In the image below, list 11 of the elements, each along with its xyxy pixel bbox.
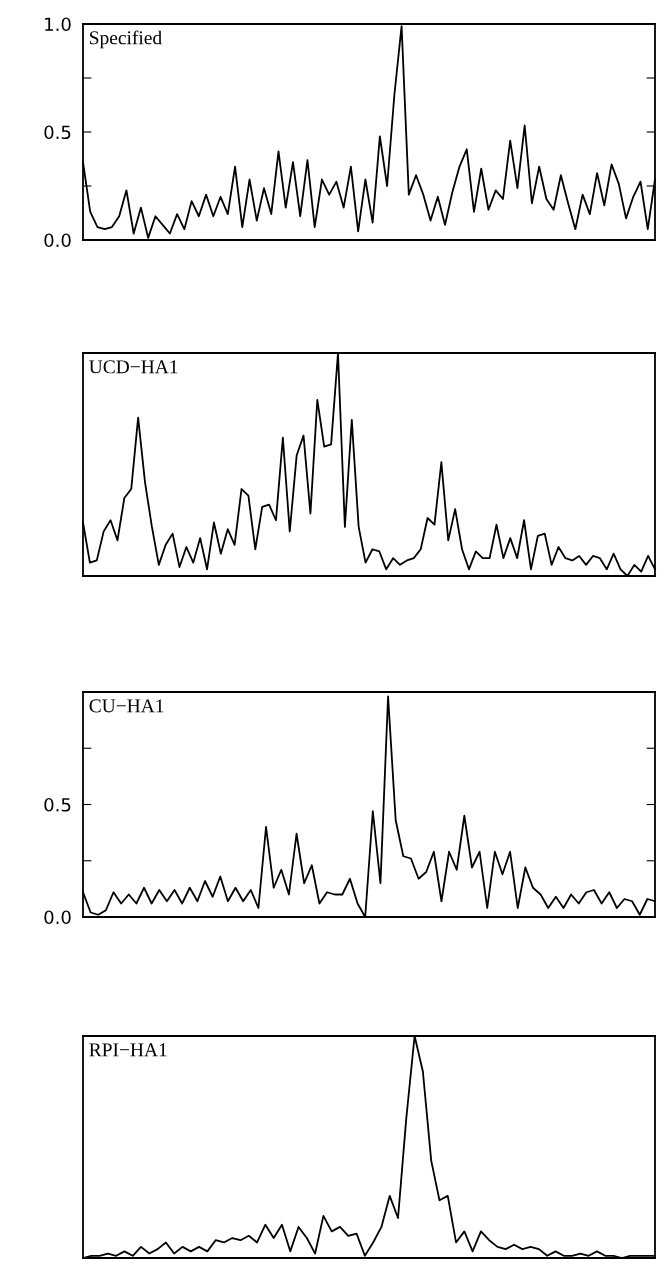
y-tick-label: 0.5 [44,797,71,812]
line-series [82,695,656,918]
annotation: CU−HA1 [89,699,164,713]
y-tick-label: 0.0 [44,233,71,248]
y-tick-label: 0.0 [44,910,71,925]
line-series [82,25,656,239]
y-tick-label: 1.0 [45,17,71,32]
annotation: RPI−HA1 [89,1043,167,1057]
annotation: UCD−HA1 [89,360,178,374]
annotation: Specified [90,30,162,49]
y-tick-label: 0.5 [44,125,71,140]
